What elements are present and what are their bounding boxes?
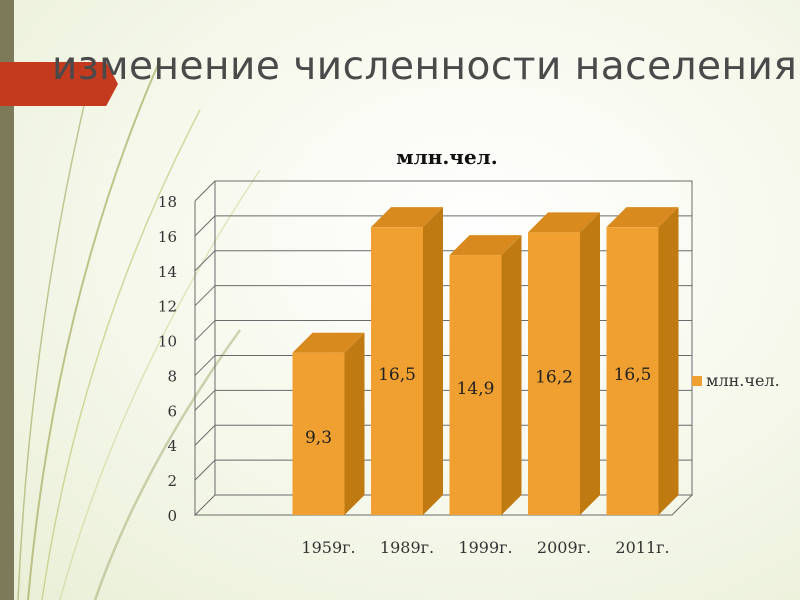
bar-top xyxy=(449,235,522,256)
y-tick-label: 10 xyxy=(158,333,177,351)
x-tick-label: 1999г. xyxy=(458,538,512,557)
bar-side xyxy=(344,332,365,515)
y-tick-label: 12 xyxy=(158,298,177,316)
gridline-diagonal xyxy=(194,424,216,446)
gridline-diagonal xyxy=(194,180,216,202)
gridline-diagonal xyxy=(194,389,216,411)
page-title: изменение численности населения xyxy=(52,44,798,89)
chart-title: млн.чел. xyxy=(396,145,498,169)
data-label: 9,3 xyxy=(305,428,332,448)
bar xyxy=(606,227,659,515)
x-tick-label: 2009г. xyxy=(537,538,591,557)
chart-floor xyxy=(193,494,694,516)
x-tick-label: 1989г. xyxy=(380,538,434,557)
gridline-diagonal xyxy=(194,285,216,307)
gridline-diagonal xyxy=(194,459,216,481)
bar-side xyxy=(580,212,600,515)
left-decorative-stripe xyxy=(0,0,14,600)
bar-side xyxy=(658,207,679,515)
legend-label: млн.чел. xyxy=(706,371,780,390)
gridline-diagonal xyxy=(194,215,216,237)
data-label: 16,5 xyxy=(378,365,416,385)
gridline-diagonal xyxy=(194,355,216,376)
data-label: 16,2 xyxy=(535,368,573,388)
y-tick-label: 14 xyxy=(158,263,177,281)
gridline-diagonal xyxy=(194,320,216,341)
y-tick-label: 0 xyxy=(167,507,177,525)
data-label: 16,5 xyxy=(614,365,652,385)
bar-side xyxy=(501,235,522,516)
x-tick-label: 2011г. xyxy=(615,538,669,557)
y-tick-label: 2 xyxy=(167,472,177,490)
bar-side xyxy=(423,207,443,515)
y-tick-label: 4 xyxy=(167,437,177,455)
bar-top xyxy=(292,332,365,353)
y-tick-label: 16 xyxy=(158,228,177,246)
y-tick-label: 18 xyxy=(158,193,177,211)
gridline-diagonal xyxy=(194,250,216,272)
y-tick-label: 6 xyxy=(167,402,177,420)
data-label: 14,9 xyxy=(457,379,495,399)
bar xyxy=(292,352,345,515)
legend-swatch xyxy=(692,376,702,386)
bar xyxy=(371,227,423,515)
bar xyxy=(528,232,580,515)
y-tick-label: 8 xyxy=(167,367,177,385)
title-accent-arrow xyxy=(0,62,118,106)
bar xyxy=(449,255,502,516)
bar-top xyxy=(371,207,443,228)
bar-top xyxy=(528,212,600,233)
x-tick-label: 1959г. xyxy=(301,538,355,557)
bar-top xyxy=(606,207,679,228)
